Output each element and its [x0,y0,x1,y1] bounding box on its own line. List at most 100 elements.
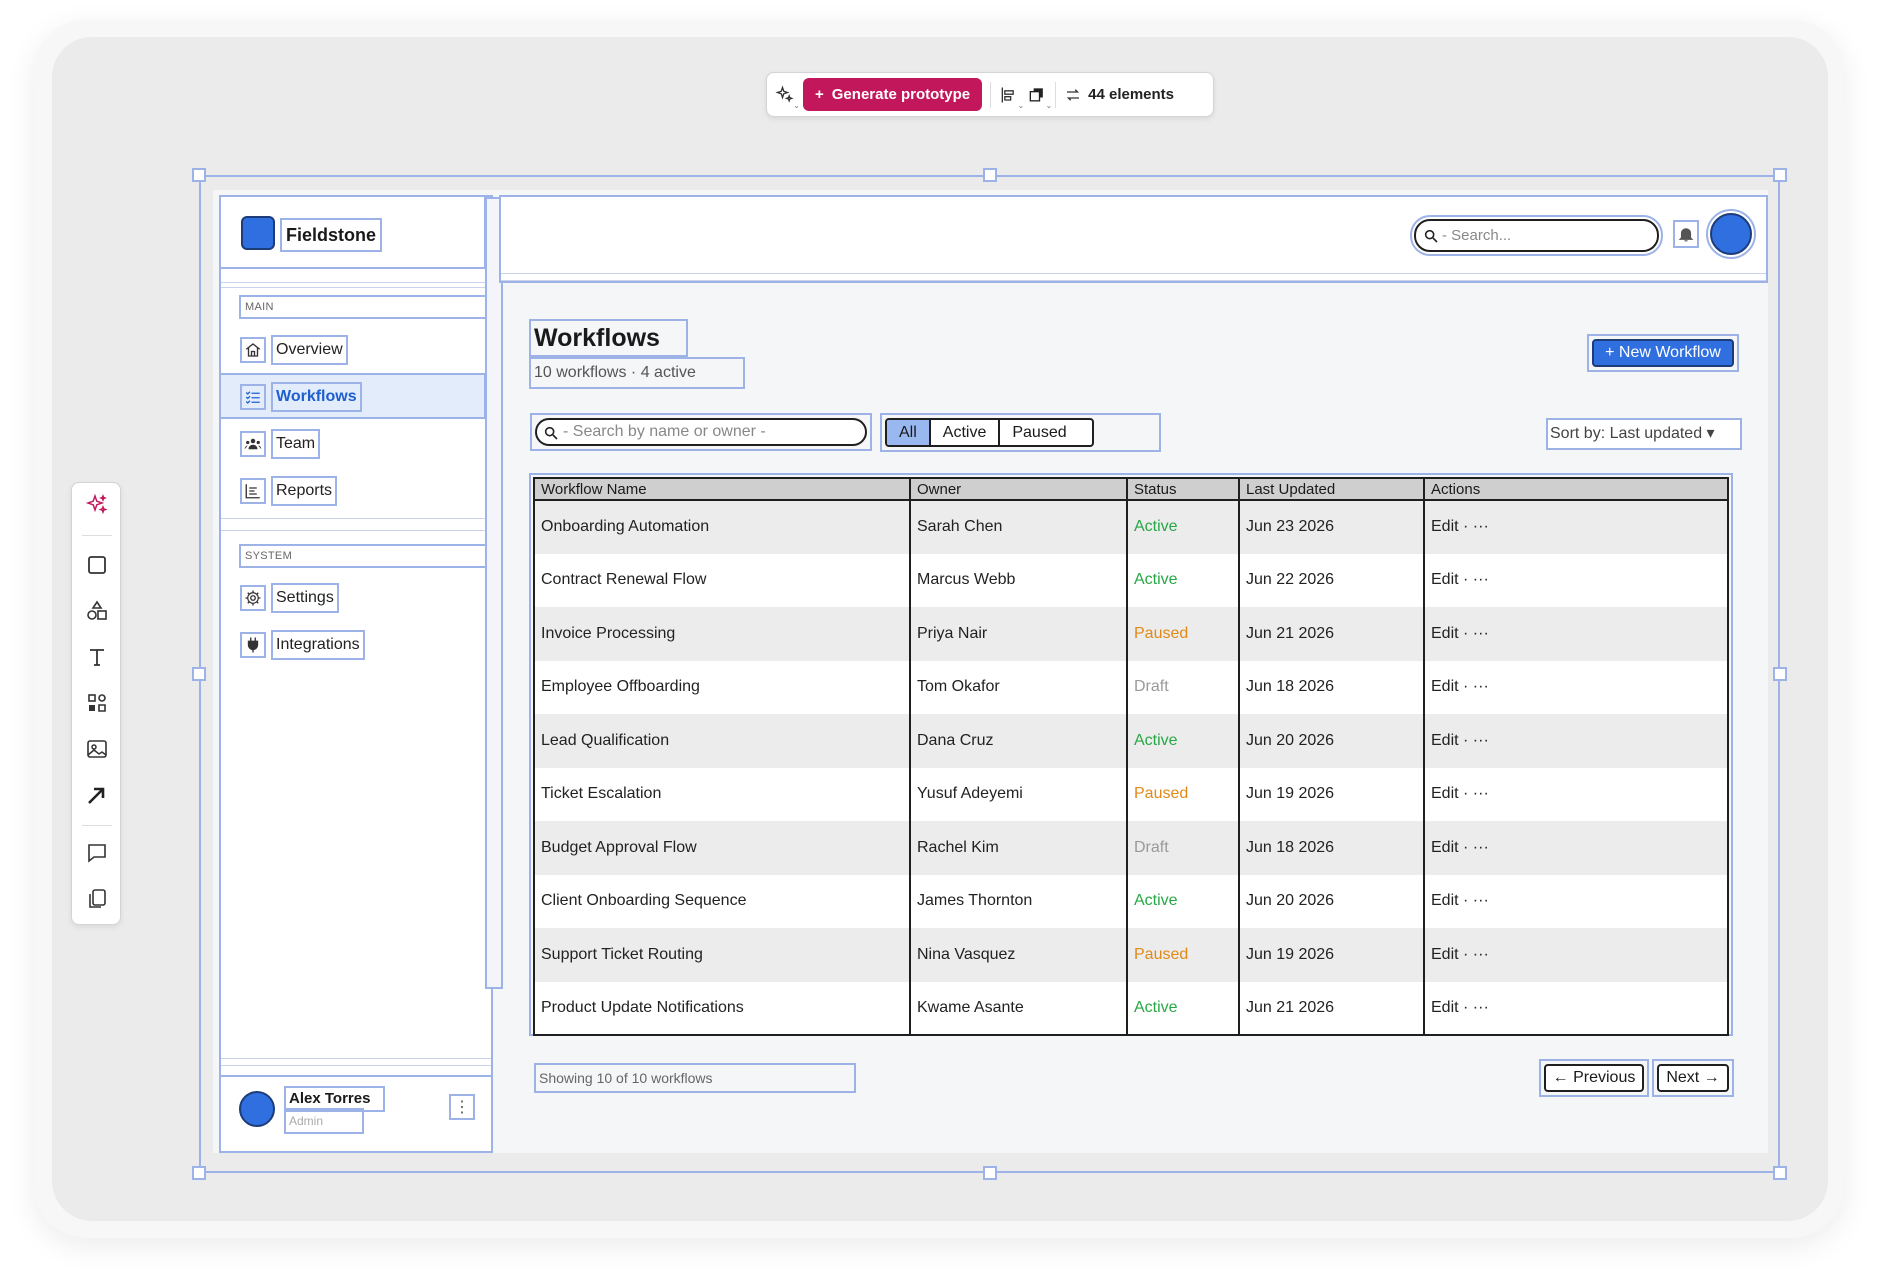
new-workflow-button[interactable]: + New Workflow [1587,334,1739,372]
table-row[interactable]: Contract Renewal Flow Marcus Webb Active Ju… [534,553,1728,607]
layers-icon [1029,87,1043,101]
table-row[interactable]: Onboarding Automation Sarah Chen Active Jun… [534,500,1728,554]
actions-cell[interactable]: Edit · ··· [1431,785,1489,803]
new-workflow-label: + New Workflow [1592,339,1734,367]
divider [221,282,485,283]
workflow-name-cell: Ticket Escalation [534,767,911,821]
actions-cell[interactable]: Edit · ··· [1431,892,1489,910]
actions-cell[interactable]: Edit · ··· [1424,500,1728,554]
bell-icon [1678,228,1694,242]
filter-active[interactable]: Active [931,420,1001,445]
filter-paused[interactable]: Paused [1012,423,1067,441]
status-cell: Paused [1127,607,1240,661]
frame-tool[interactable] [85,553,109,577]
table-row[interactable]: Invoice Processing Priya Nair Paused Jun 21… [534,607,1728,661]
comment-icon [88,844,106,863]
user-role: Admin [284,1108,364,1134]
arrow-tool[interactable] [85,783,109,807]
last-updated-cell: Jun 19 2026 [1239,767,1425,821]
workflow-name-cell: Employee Offboarding [534,660,911,714]
shapes-tool[interactable] [85,599,109,623]
actions-cell[interactable]: Edit · ··· [1424,821,1728,875]
sidebar-item-label: Integrations [271,630,365,660]
resize-handle[interactable] [1773,667,1787,681]
column-header[interactable]: Last Updated [1239,478,1425,501]
column-header[interactable]: Status [1127,478,1240,501]
table-row[interactable]: Support Ticket Routing Nina Vasquez Paused… [534,928,1728,982]
workflow-name-cell: Support Ticket Routing [534,928,911,982]
notifications-button[interactable] [1673,220,1699,248]
actions-cell[interactable]: Edit · ··· [1424,714,1728,768]
main-section-label: MAIN [239,295,487,319]
previous-page-button[interactable]: ← Previous [1539,1059,1649,1097]
plus-icon: + [815,86,824,103]
brand-name: Fieldstone [280,218,383,252]
components-tool[interactable] [85,691,109,715]
actions-cell[interactable]: Edit · ··· [1431,571,1489,589]
header-avatar[interactable] [1706,209,1756,259]
column-header[interactable]: Workflow Name [534,478,911,501]
arrange-button[interactable]: ⌄ [1027,80,1052,110]
gear-icon [240,585,266,611]
actions-cell[interactable]: Edit · ··· [1424,928,1728,982]
status-filter: All Active Paused [880,413,1161,452]
table-row[interactable]: Employee Offboarding Tom Okafor Draft Jun 1… [534,660,1728,714]
swap-icon [1067,88,1080,101]
workflow-search-input[interactable]: - Search by name or owner - [530,413,872,451]
divider [501,273,1766,274]
sidebar-item-label: Team [271,429,321,459]
resize-handle[interactable] [1773,168,1787,182]
divider [221,530,485,531]
header-search-placeholder: - Search... [1442,227,1512,244]
actions-cell[interactable]: Edit · ··· [1424,607,1728,661]
elements-count-label: 44 elements [1088,86,1175,103]
resize-handle[interactable] [1773,1166,1787,1180]
logo [241,216,275,250]
divider [221,1058,491,1059]
sidebar-item-label: Settings [271,583,339,613]
table-row[interactable]: Ticket Escalation Yusuf Adeyemi Paused Jun … [534,767,1728,821]
kebab-icon: ⋮ [454,1099,470,1116]
owner-cell: Marcus Webb [910,553,1128,607]
elements-count-button[interactable]: 44 elements [1064,86,1174,104]
sort-dropdown[interactable]: Sort by: Last updated ▾ [1546,418,1742,450]
table-row[interactable]: Budget Approval Flow Rachel Kim Draft Jun 1… [534,821,1728,875]
resize-handle[interactable] [983,168,997,182]
table-row[interactable]: Client Onboarding Sequence James Thornton… [534,874,1728,928]
user-name: Alex Torres [284,1086,385,1112]
owner-cell: Nina Vasquez [910,928,1128,982]
next-page-button[interactable]: Next → [1652,1059,1734,1097]
workflow-name-cell: Lead Qualification [534,714,911,768]
actions-cell[interactable]: Edit · ··· [1431,998,1489,1016]
actions-cell[interactable]: Edit · ··· [1431,678,1489,696]
resize-handle[interactable] [192,1166,206,1180]
header-search-input[interactable]: - Search... [1410,215,1663,256]
copy-icon [89,889,106,908]
generate-prototype-button[interactable]: + Generate prototype [803,78,983,111]
workflow-name-cell: Budget Approval Flow [534,821,911,875]
sidebar-scrollbar[interactable] [485,197,503,989]
pagination-summary: Showing 10 of 10 workflows [534,1063,856,1093]
last-updated-cell: Jun 18 2026 [1239,821,1425,875]
resize-handle[interactable] [192,168,206,182]
column-header[interactable]: Owner [910,478,1128,501]
ai-sparkle-button[interactable]: ⌄ [775,80,800,110]
align-button[interactable]: ⌄ [999,80,1024,110]
text-tool[interactable] [85,645,109,669]
search-icon [544,426,558,440]
filter-all[interactable]: All [887,420,931,445]
ai-sparkle-tool[interactable] [85,493,109,517]
table-row[interactable]: Product Update Notifications Kwame Asante… [534,981,1728,1035]
table-row[interactable]: Lead Qualification Dana Cruz Active Jun 20 … [534,714,1728,768]
status-cell: Active [1127,874,1240,928]
image-tool[interactable] [85,737,109,761]
resize-handle[interactable] [192,667,206,681]
pages-tool[interactable] [85,887,109,911]
arrow-icon [88,787,105,804]
resize-handle[interactable] [983,1166,997,1180]
user-menu-button[interactable]: ⋮ [449,1094,475,1120]
avatar[interactable] [239,1091,275,1127]
workflows-table-frame: Workflow Name Owner Status Last Updated … [529,473,1733,1036]
comment-tool[interactable] [85,841,109,865]
table-header-row: Workflow Name Owner Status Last Updated … [534,478,1728,501]
